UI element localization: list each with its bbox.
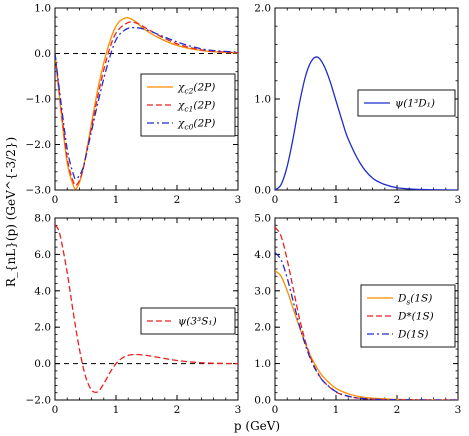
panels: 0 1 2 3 −3.0 −2.0 −1.0 0.0 1.0 χc2(2P) χc1(2P) χc0(… xyxy=(26,3,462,417)
y-tick-label: 0.0 xyxy=(254,395,271,407)
legend-label: D(1S) xyxy=(397,329,429,341)
panel-bottom-right: 0 1 2 3 0.0 1.0 2.0 3.0 4.0 5.0 Ds(1S) D*(1S) D(1S) xyxy=(254,213,461,417)
legend-label: ψ(3³S₁) xyxy=(178,316,217,328)
y-tick-label: 0.0 xyxy=(34,358,51,370)
y-tick-label: 4.0 xyxy=(254,249,271,261)
x-tick-label: 0 xyxy=(52,404,59,416)
legend-label: χc0(2P) xyxy=(177,118,215,132)
panel-top-right: 0 1 2 3 0.0 1.0 2.0 ψ(1³D₁) xyxy=(254,3,461,207)
series-line-0 xyxy=(275,56,458,190)
legend-label: D*(1S) xyxy=(397,311,434,323)
x-tick-label: 1 xyxy=(113,404,120,416)
y-tick-label: 2.0 xyxy=(254,3,271,15)
x-tick-label: 3 xyxy=(235,404,242,416)
x-tick-label: 1 xyxy=(333,404,340,416)
x-tick-label: 1 xyxy=(333,194,340,206)
series-line-2 xyxy=(275,252,458,400)
x-tick-label: 2 xyxy=(394,404,401,416)
x-tick-label: 0 xyxy=(272,194,279,206)
legend-label: ψ(1³D₁) xyxy=(395,98,435,110)
x-axis-title: p (GeV) xyxy=(234,419,280,433)
plot-frame xyxy=(274,217,459,401)
x-tick-label: 2 xyxy=(174,194,181,206)
series-line-0 xyxy=(55,17,238,190)
series-group xyxy=(275,226,458,400)
y-tick-label: 1.0 xyxy=(254,358,271,370)
y-tick-label: 5.0 xyxy=(254,213,271,225)
y-tick-label: −2.0 xyxy=(26,139,52,151)
series-group xyxy=(55,17,238,190)
y-tick-label: 2.0 xyxy=(34,322,51,334)
series-line-2 xyxy=(55,26,238,180)
x-tick-label: 0 xyxy=(52,194,59,206)
legend: χc2(2P) χc1(2P) χc0(2P) xyxy=(140,73,236,137)
y-tick-label: 3.0 xyxy=(254,285,271,297)
y-tick-label: −3.0 xyxy=(26,185,52,197)
y-tick-label: 1.0 xyxy=(34,3,51,15)
y-tick-label: 0.0 xyxy=(254,185,271,197)
x-tick-label: 0 xyxy=(272,404,279,416)
panel-top-left: 0 1 2 3 −3.0 −2.0 −1.0 0.0 1.0 χc2(2P) χc1(2P) χc0(… xyxy=(26,3,242,207)
x-tick-label: 2 xyxy=(394,194,401,206)
series-line-1 xyxy=(275,226,458,400)
x-tick-label: 3 xyxy=(455,404,462,416)
y-tick-label: −1.0 xyxy=(26,94,52,106)
x-tick-label: 2 xyxy=(174,404,181,416)
legend: ψ(3³S₁) xyxy=(140,307,236,335)
series-line-1 xyxy=(55,21,238,187)
y-tick-label: −2.0 xyxy=(26,395,52,407)
y-tick-label: 2.0 xyxy=(254,322,271,334)
y-tick-label: 4.0 xyxy=(34,285,51,297)
legend: ψ(1³D₁) xyxy=(357,89,456,117)
x-tick-label: 3 xyxy=(235,194,242,206)
legend-label: Ds(1S) xyxy=(397,293,432,307)
legend-label: χc2(2P) xyxy=(177,82,215,96)
y-tick-label: 8.0 xyxy=(34,213,51,225)
legend: Ds(1S) D*(1S) D(1S) xyxy=(360,284,456,348)
plot-frame xyxy=(54,217,239,401)
y-tick-label: 1.0 xyxy=(254,94,271,106)
x-tick-label: 1 xyxy=(113,194,120,206)
x-tick-label: 3 xyxy=(455,194,462,206)
legend-label: χc1(2P) xyxy=(177,100,215,114)
y-tick-label: 0.0 xyxy=(34,48,51,60)
panel-bottom-left: 0 1 2 3 −2.0 0.0 2.0 4.0 6.0 8.0 ψ(3³S₁) xyxy=(26,213,242,417)
y-tick-label: 6.0 xyxy=(34,249,51,261)
y-axis-title: R_{nL}(p) (GeV^{-3/2}) xyxy=(4,137,18,287)
series-group xyxy=(275,56,458,190)
